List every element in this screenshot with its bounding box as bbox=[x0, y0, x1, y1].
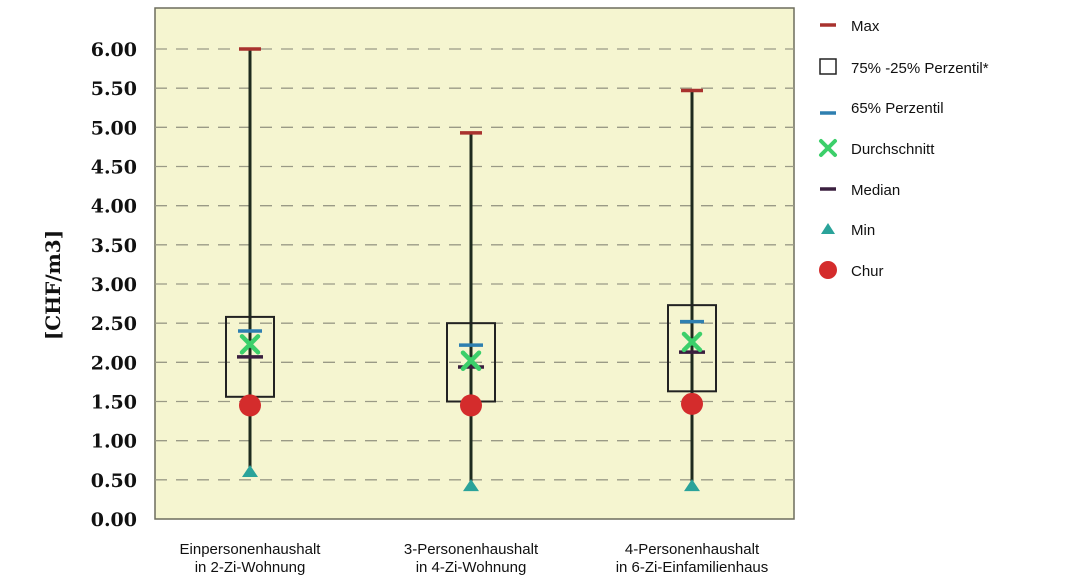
legend-item: Max bbox=[820, 18, 880, 35]
y-tick-label: 3.00 bbox=[91, 274, 137, 296]
legend-item: 75% -25% Perzentil* bbox=[820, 59, 989, 77]
chur-marker bbox=[460, 394, 482, 416]
category-label: Einpersonenhaushalt bbox=[180, 541, 322, 558]
legend-item: Chur bbox=[819, 261, 884, 280]
y-tick-label: 6.00 bbox=[91, 39, 137, 61]
y-tick-label: 0.00 bbox=[91, 509, 137, 531]
y-axis-ticks: 0.00 0.50 1.00 1.50 2.00 2.50 3.00 3.50 4.00 4.50… bbox=[91, 39, 137, 531]
legend-symbol bbox=[821, 223, 835, 234]
chur-marker bbox=[681, 393, 703, 415]
legend: Max 75% -25% Perzentil* 65% Perzentil Durch… bbox=[819, 18, 989, 280]
legend-item: Durchschnitt bbox=[821, 141, 935, 158]
legend-label: Durchschnitt bbox=[851, 141, 935, 158]
category-label: in 4-Zi-Wohnung bbox=[416, 559, 527, 576]
category-label: 4-Personenhaushalt bbox=[625, 541, 760, 558]
y-tick-label: 2.50 bbox=[91, 313, 137, 335]
y-tick-label: 5.50 bbox=[91, 78, 137, 100]
y-tick-label: 2.00 bbox=[91, 352, 137, 374]
y-tick-label: 3.50 bbox=[91, 235, 137, 257]
legend-item: Min bbox=[821, 222, 875, 239]
legend-label: Min bbox=[851, 222, 875, 239]
category-label: in 6-Zi-Einfamilienhaus bbox=[616, 559, 769, 576]
legend-label: Chur bbox=[851, 263, 884, 280]
y-axis-label: [CHF/m3] bbox=[41, 230, 65, 340]
y-tick-label: 4.50 bbox=[91, 157, 137, 179]
chur-marker bbox=[239, 394, 261, 416]
legend-item: 65% Perzentil bbox=[820, 100, 944, 117]
y-tick-label: 4.00 bbox=[91, 196, 137, 218]
legend-label: Max bbox=[851, 18, 880, 35]
legend-label: 75% -25% Perzentil* bbox=[851, 60, 989, 77]
legend-label: Median bbox=[851, 182, 900, 199]
legend-item: Median bbox=[820, 182, 900, 199]
category-label: in 2-Zi-Wohnung bbox=[195, 559, 306, 576]
y-tick-label: 0.50 bbox=[91, 470, 137, 492]
legend-label: 65% Perzentil bbox=[851, 100, 944, 117]
category-label: 3-Personenhaushalt bbox=[404, 541, 539, 558]
y-tick-label: 1.00 bbox=[91, 431, 137, 453]
y-tick-label: 5.00 bbox=[91, 117, 137, 139]
legend-symbol bbox=[819, 261, 837, 279]
y-tick-label: 1.50 bbox=[91, 392, 137, 414]
legend-symbol bbox=[820, 59, 836, 74]
